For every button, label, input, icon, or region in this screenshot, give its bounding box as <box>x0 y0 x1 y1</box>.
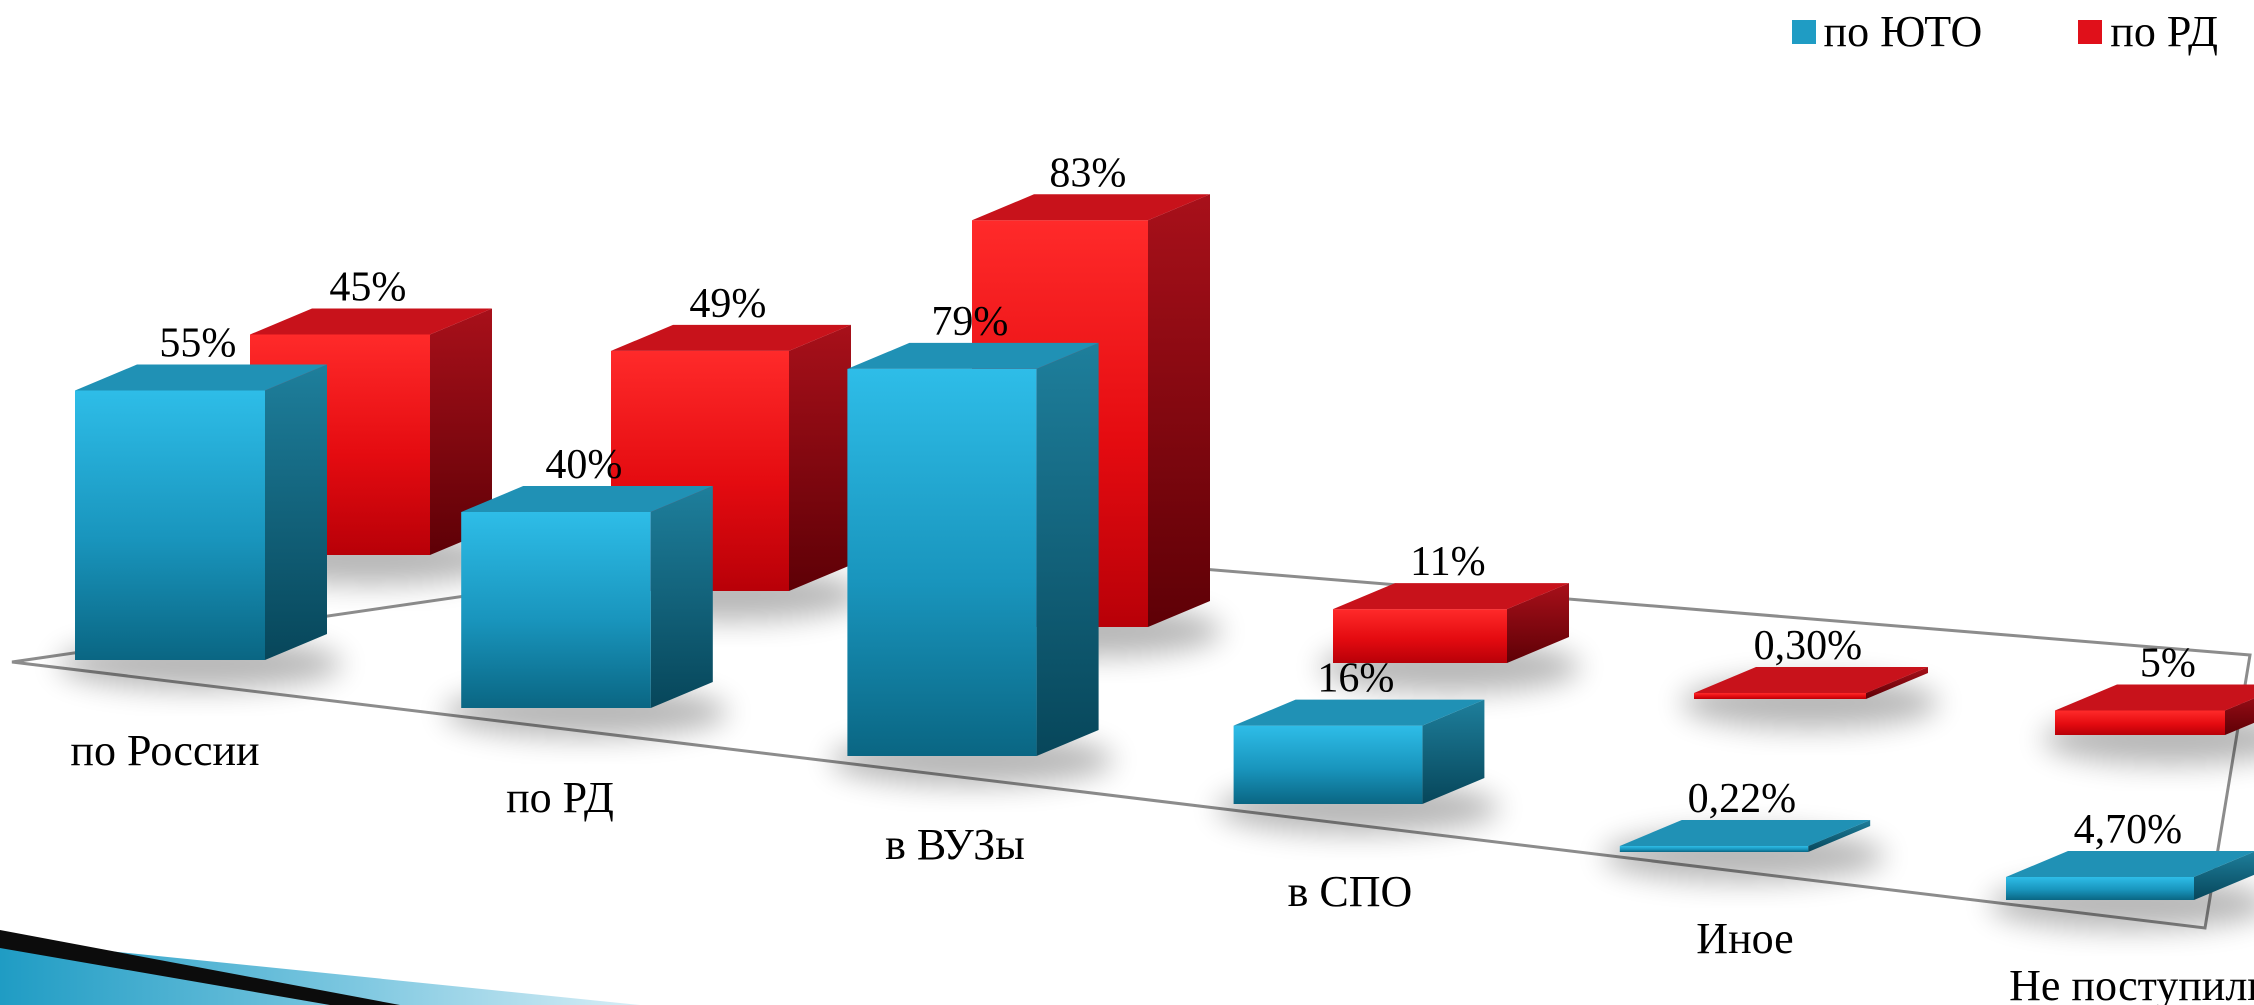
data-label-rd-0: 45% <box>329 265 406 311</box>
category-label-1: по РД <box>506 773 614 822</box>
data-label-yuto-5: 4,70% <box>2074 807 2183 853</box>
data-label-rd-5: 5% <box>2140 641 2196 687</box>
bar-side-face <box>430 308 492 555</box>
bar-rd-3[interactable] <box>1319 583 1581 693</box>
bar-side-face <box>1422 699 1485 804</box>
bar-front-face <box>847 368 1037 756</box>
bar-top-face <box>250 308 492 335</box>
bar-yuto-3[interactable] <box>1216 699 1500 834</box>
bar-front-face <box>2006 876 2194 900</box>
bar-yuto-2[interactable] <box>830 342 1114 786</box>
legend-swatch-yuto <box>1791 19 1816 44</box>
data-label-rd-2: 83% <box>1049 150 1126 196</box>
data-label-yuto-4: 0,22% <box>1688 776 1797 822</box>
bar-top-face <box>75 364 327 391</box>
bar-yuto-0[interactable] <box>57 364 343 691</box>
bar-side-face <box>265 364 327 660</box>
category-label-4: Иное <box>1696 914 1793 963</box>
data-label-yuto-1: 40% <box>545 442 622 488</box>
bar-side-face <box>2225 698 2254 735</box>
bar-front-face <box>1619 846 1809 852</box>
bar-top-face <box>461 486 713 512</box>
corner-decoration <box>0 930 640 1005</box>
data-label-yuto-3: 16% <box>1317 656 1394 702</box>
category-label-3: в СПО <box>1288 867 1413 916</box>
bar-top-face <box>1333 583 1569 610</box>
bar-yuto-5[interactable] <box>1989 850 2254 930</box>
legend-item-yuto[interactable]: по ЮТО <box>1791 6 1983 57</box>
category-label-2: в ВУЗы <box>885 820 1025 869</box>
bar-top-face <box>611 324 851 351</box>
data-label-yuto-2: 79% <box>931 299 1008 345</box>
data-label-rd-1: 49% <box>689 281 766 327</box>
bar-side-face <box>1036 342 1099 756</box>
bar-side-face <box>789 324 851 591</box>
legend-label-yuto: по ЮТО <box>1823 7 1983 56</box>
bar-top-face <box>2055 684 2254 711</box>
bar-top-face <box>847 342 1099 369</box>
bar-side-face <box>2194 851 2254 900</box>
bar-front-face <box>1233 725 1423 804</box>
data-label-rd-4: 0,30% <box>1754 623 1863 669</box>
legend-item-rd[interactable]: по РД <box>2078 6 2218 57</box>
bar-side-face <box>1507 583 1569 663</box>
bar-top-face <box>2006 850 2254 877</box>
bar-top-face <box>1694 667 1928 693</box>
bar-side-face <box>1808 820 1871 852</box>
bar-top-face <box>1233 699 1485 726</box>
bar-front-face <box>1694 693 1866 699</box>
bar-front-face <box>461 512 651 708</box>
bar-side-face <box>1866 667 1928 699</box>
bar-top-face <box>1619 820 1871 846</box>
bar-rd-5[interactable] <box>2042 684 2254 766</box>
category-label-5: Не поступили <box>2009 961 2254 1005</box>
legend-label-rd: по РД <box>2110 7 2218 56</box>
category-label-0: по России <box>70 726 259 775</box>
bar-front-face <box>75 390 265 660</box>
bar-side-face <box>650 486 713 708</box>
legend: по ЮТО по РД <box>1791 6 2218 57</box>
data-label-rd-3: 11% <box>1410 539 1485 585</box>
legend-swatch-rd <box>2078 19 2103 44</box>
bar-side-face <box>1148 194 1210 628</box>
bar-yuto-4[interactable] <box>1602 820 1886 882</box>
bar-rd-4[interactable] <box>1681 667 1939 729</box>
bar-yuto-1[interactable] <box>443 486 729 738</box>
bar-front-face <box>1333 609 1507 663</box>
data-label-yuto-0: 55% <box>159 321 236 367</box>
bar-front-face <box>2055 710 2225 735</box>
bar-top-face <box>972 194 1210 221</box>
